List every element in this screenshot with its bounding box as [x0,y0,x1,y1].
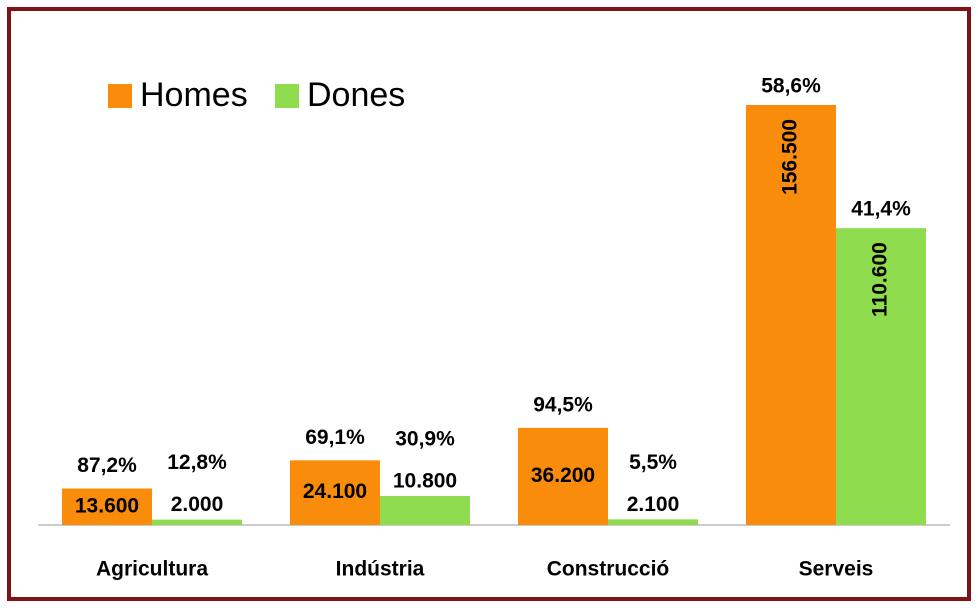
bar [518,427,608,525]
x-tick-label: Indústria [336,558,425,581]
share-label: 58,6% [761,75,821,98]
bar [62,488,152,525]
x-tick-label: Serveis [799,558,874,581]
bar [152,519,242,525]
share-label: 5,5% [629,451,677,474]
legend-swatch [108,84,132,108]
bar [380,496,470,525]
value-label: 110.600 [869,242,892,317]
legend-swatch [275,84,299,108]
x-tick-label: Construcció [547,558,670,581]
bar [608,519,698,525]
bar [290,460,380,525]
share-label: 94,5% [533,393,593,416]
value-label: 10.800 [393,470,457,493]
share-label: 69,1% [305,426,365,449]
value-label: 24.100 [303,480,367,503]
value-label: 2.100 [627,493,680,516]
value-label: 36.200 [531,464,595,487]
share-label: 41,4% [851,198,911,221]
share-label: 87,2% [77,454,137,477]
value-label: 13.600 [75,494,139,517]
value-label: 156.500 [779,119,802,195]
share-label: 12,8% [167,451,227,474]
bar [746,105,836,525]
legend-label: Dones [307,76,405,114]
bar [836,228,926,525]
share-label: 30,9% [395,428,455,451]
legend-label: Homes [140,76,248,114]
value-label: 2.000 [171,493,224,516]
x-tick-label: Agricultura [96,558,208,581]
